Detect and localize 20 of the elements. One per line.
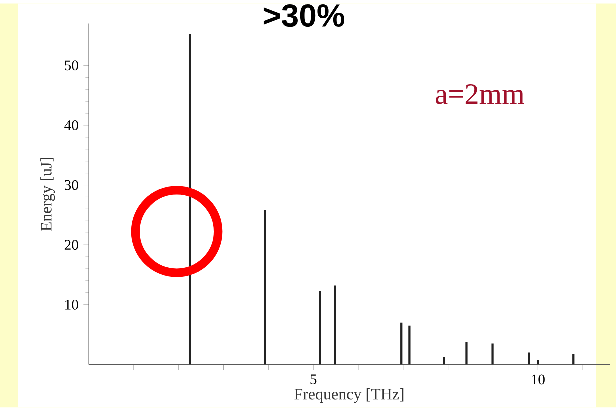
bar bbox=[466, 342, 468, 365]
bar bbox=[572, 354, 575, 365]
y-tick-label: 20 bbox=[64, 240, 78, 250]
bar bbox=[443, 358, 446, 365]
bar bbox=[264, 210, 266, 365]
y-tick-label: 30 bbox=[65, 180, 78, 190]
x-tick-label: 5 bbox=[310, 374, 317, 385]
bar bbox=[400, 322, 403, 365]
x-axis-title: Frequency [THz] bbox=[294, 388, 404, 404]
y-tick-label: 10 bbox=[66, 300, 78, 310]
chart-title: >30% bbox=[264, 4, 345, 28]
y-tick-label: 50 bbox=[65, 60, 78, 71]
y-tick-label: 40 bbox=[64, 120, 78, 131]
bar bbox=[528, 352, 530, 365]
bar bbox=[492, 344, 494, 365]
bar bbox=[319, 291, 322, 365]
y-axis-title: Energy [uJ] bbox=[40, 158, 56, 232]
bar bbox=[334, 286, 336, 365]
annotation: a=2mm bbox=[436, 84, 524, 104]
bar bbox=[408, 326, 411, 365]
